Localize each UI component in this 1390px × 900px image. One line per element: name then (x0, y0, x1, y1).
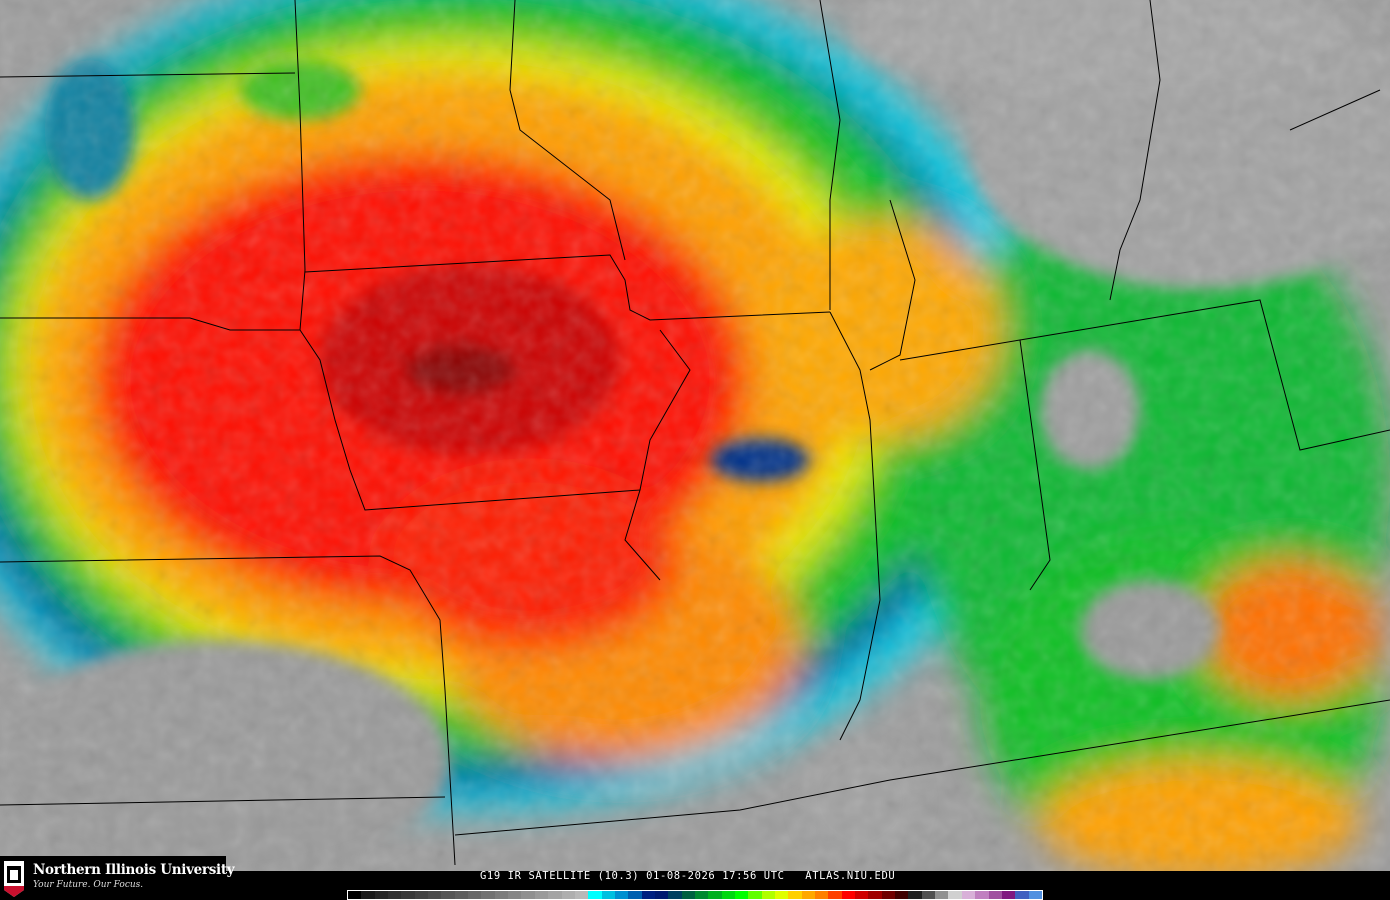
colorbar-swatch (681, 891, 695, 899)
colorbar-swatch (534, 891, 549, 899)
colorbar-swatch (548, 891, 562, 899)
colorbar-swatch (788, 891, 802, 899)
colorbar-swatch (895, 891, 909, 899)
niu-shield-icon (4, 861, 24, 897)
colorbar-swatch (628, 891, 642, 899)
colorbar-swatch (348, 891, 362, 899)
colorbar-swatch (361, 891, 375, 899)
cloud-field (0, 0, 1390, 871)
colorbar-swatch (708, 891, 722, 899)
colorbar-swatch (521, 891, 535, 899)
colorbar-swatch (908, 891, 922, 899)
colorbar-swatch (1028, 891, 1042, 899)
colorbar-swatch (654, 891, 669, 899)
colorbar-swatch (414, 891, 429, 899)
colorbar-swatch (948, 891, 962, 899)
colorbar-swatch (468, 891, 482, 899)
university-name: Northern Illinois University (33, 862, 235, 878)
colorbar-swatch (921, 891, 936, 899)
colorbar-swatch (775, 891, 789, 899)
colorbar-swatch (401, 891, 415, 899)
colorbar-swatch (481, 891, 495, 899)
colorbar-swatch (828, 891, 842, 899)
colorbar-swatch (641, 891, 655, 899)
colorbar-swatch (801, 891, 816, 899)
colorbar-swatch (694, 891, 709, 899)
colorbar-swatch (1015, 891, 1029, 899)
state-borders (0, 0, 1390, 866)
colorbar-swatch (748, 891, 762, 899)
colorbar-swatch (1001, 891, 1016, 899)
colorbar-swatch (454, 891, 469, 899)
colorbar-swatch (988, 891, 1002, 899)
colorbar-swatch (881, 891, 896, 899)
colorbar-swatch (868, 891, 882, 899)
temperature-colorbar (347, 890, 1043, 900)
image-caption: G19 IR SATELLITE (10.3) 01-08-2026 17:56… (480, 870, 896, 882)
colorbar-swatch (374, 891, 389, 899)
colorbar-swatch (975, 891, 989, 899)
colorbar-swatch (721, 891, 735, 899)
university-tagline: Your Future. Our Focus. (33, 880, 144, 890)
colorbar-swatch (588, 891, 602, 899)
colorbar-swatch (508, 891, 522, 899)
ir-satellite-map (0, 0, 1390, 871)
colorbar-swatch (841, 891, 856, 899)
colorbar-swatch (494, 891, 509, 899)
colorbar-swatch (601, 891, 615, 899)
colorbar-swatch (668, 891, 682, 899)
colorbar-swatch (855, 891, 869, 899)
colorbar-swatch (441, 891, 455, 899)
colorbar-swatch (561, 891, 575, 899)
colorbar-swatch (388, 891, 402, 899)
colorbar-swatch (815, 891, 829, 899)
colorbar-swatch (734, 891, 749, 899)
colorbar-swatch (574, 891, 589, 899)
niu-logo: Northern Illinois University Your Future… (0, 856, 235, 900)
colorbar-swatch (761, 891, 775, 899)
colorbar-swatch (935, 891, 949, 899)
colorbar-swatch (961, 891, 976, 899)
colorbar-swatch (428, 891, 442, 899)
colorbar-swatch (614, 891, 629, 899)
